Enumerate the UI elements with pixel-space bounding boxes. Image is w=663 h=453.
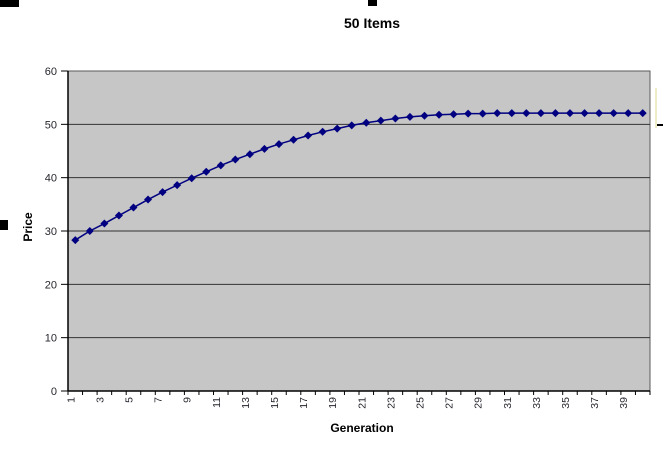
diamond-marker — [435, 110, 444, 119]
diamond-marker — [493, 109, 502, 118]
diamond-marker — [71, 236, 80, 245]
diamond-marker — [580, 109, 589, 118]
diamond-marker — [420, 111, 429, 120]
x-tick-label: 37 — [589, 397, 601, 409]
x-tick-label: 7 — [153, 397, 165, 403]
cropped-artifact-left-edge — [0, 220, 8, 230]
x-tick-label: 13 — [240, 397, 252, 409]
y-tick-label: 10 — [45, 333, 57, 345]
diamond-marker — [202, 167, 211, 176]
diamond-marker — [304, 131, 313, 140]
x-tick-label: 27 — [444, 397, 456, 409]
diamond-marker — [216, 161, 225, 170]
x-tick-label: 25 — [414, 397, 426, 409]
diamond-marker — [609, 109, 618, 118]
y-tick-label: 40 — [45, 173, 57, 185]
x-tick-label: 3 — [94, 397, 106, 403]
series-line — [74, 112, 643, 241]
diamond-marker — [245, 150, 254, 159]
diamond-marker — [638, 109, 647, 118]
cropped-artifact-top-center — [368, 0, 377, 6]
diamond-marker — [347, 121, 356, 130]
diamond-marker — [405, 112, 414, 121]
diamond-marker — [624, 109, 633, 118]
diamond-marker — [522, 109, 531, 118]
x-tick-label: 9 — [182, 397, 194, 403]
x-tick-label: 19 — [327, 397, 339, 409]
diamond-marker — [173, 181, 182, 190]
diamond-marker — [536, 109, 545, 118]
legend-fragment-cropped — [654, 88, 663, 128]
diamond-marker — [129, 203, 138, 212]
x-tick-label: 23 — [385, 397, 397, 409]
series-markers — [71, 109, 647, 245]
y-tick-label: 20 — [45, 279, 57, 291]
diamond-marker — [507, 109, 516, 118]
y-axis-ticks: 0 10 20 30 40 50 60 — [45, 66, 68, 398]
x-tick-label: 33 — [531, 397, 543, 409]
diamond-marker — [565, 109, 574, 118]
diamond-marker — [478, 109, 487, 118]
x-tick-label: 17 — [298, 397, 310, 409]
x-tick-label: 1 — [65, 397, 77, 403]
legend-series-line-sample — [657, 124, 663, 126]
diamond-marker — [595, 109, 604, 118]
diamond-marker — [391, 114, 400, 123]
x-tick-label: 15 — [269, 397, 281, 409]
diamond-marker — [114, 211, 123, 220]
diamond-marker — [464, 109, 473, 118]
x-tick-labels: 1 3 5 7 9 11 13 15 17 19 21 23 25 27 29 31 33 35 37 39 — [65, 397, 630, 409]
y-tick-label: 60 — [45, 66, 57, 78]
y-tick-label: 0 — [51, 386, 57, 398]
diamond-marker — [449, 110, 458, 119]
diamond-marker — [376, 116, 385, 125]
y-tick-label: 50 — [45, 119, 57, 131]
diamond-marker — [289, 135, 298, 144]
diamond-marker — [158, 188, 167, 197]
diamond-marker — [274, 140, 283, 149]
diamond-marker — [318, 127, 327, 136]
x-tick-label: 29 — [473, 397, 485, 409]
cropped-artifact-top-left — [0, 0, 19, 7]
x-tick-label: 35 — [560, 397, 572, 409]
y-tick-label: 30 — [45, 226, 57, 238]
diamond-marker — [187, 174, 196, 183]
diamond-marker — [551, 109, 560, 118]
diamond-marker — [333, 124, 342, 133]
x-tick-label: 39 — [618, 397, 630, 409]
diamond-marker — [85, 227, 94, 235]
diamond-marker — [260, 144, 269, 153]
chart-title: 50 Items — [343, 15, 401, 31]
diamond-marker — [362, 118, 371, 127]
diamond-marker — [100, 219, 109, 228]
diamond-marker — [231, 155, 240, 164]
x-tick-label: 31 — [502, 397, 514, 409]
x-tick-label: 11 — [211, 397, 223, 408]
legend-edge-line — [655, 88, 657, 128]
x-axis-title: Generation — [330, 421, 394, 435]
x-tick-label: 5 — [123, 397, 135, 403]
x-tick-label: 21 — [356, 397, 368, 409]
diamond-marker — [144, 195, 153, 204]
